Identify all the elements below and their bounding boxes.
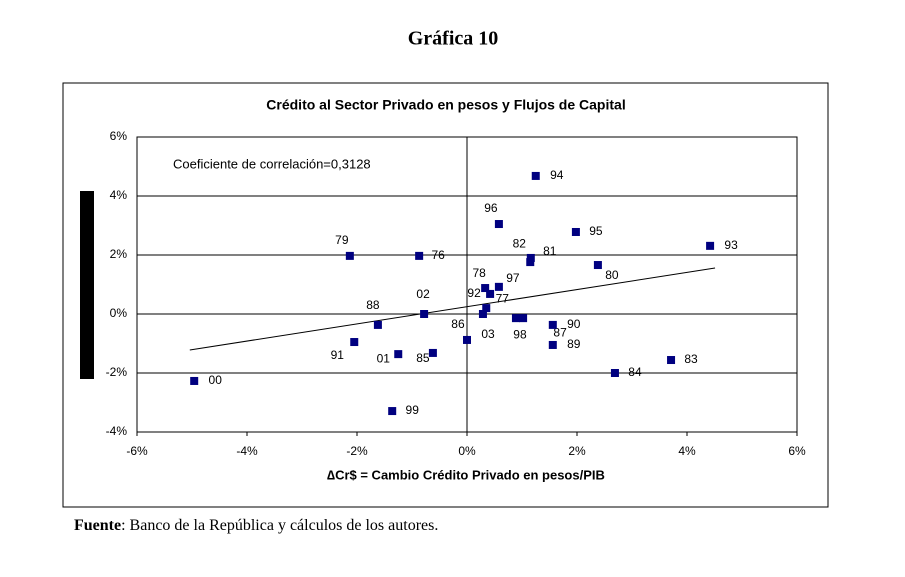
point xyxy=(486,289,495,298)
point xyxy=(190,376,199,385)
x-tick-label: 0% xyxy=(458,444,476,458)
point xyxy=(394,350,403,359)
point-label: 82 xyxy=(513,236,527,250)
point-label: 97 xyxy=(506,271,520,285)
chart-frame xyxy=(62,82,829,508)
point xyxy=(463,335,471,344)
point xyxy=(519,314,528,323)
point xyxy=(706,241,715,250)
point-label: 92 xyxy=(467,286,481,300)
y-tick-label: -2% xyxy=(106,365,128,379)
point xyxy=(481,284,490,293)
point-label: 01 xyxy=(377,351,391,365)
point-label: 88 xyxy=(366,298,380,312)
x-tick-label: -6% xyxy=(126,444,148,458)
point xyxy=(350,338,359,347)
x-tick-label: 4% xyxy=(678,444,696,458)
y-tick-label: 2% xyxy=(110,247,128,261)
point-label: 94 xyxy=(550,168,564,182)
source: Fuente: Banco de la República y cálculos… xyxy=(74,517,438,534)
point xyxy=(667,356,676,365)
source-text: : Banco de la República y cálculos de lo… xyxy=(121,517,438,534)
point-label: 95 xyxy=(589,224,603,238)
point-label: 98 xyxy=(513,327,527,341)
side-bar xyxy=(80,191,94,379)
point-label: 79 xyxy=(335,233,349,247)
point xyxy=(610,369,619,377)
chart-title: Crédito al Sector Privado en pesos y Flu… xyxy=(266,97,625,113)
figure-title: Gráfica 10 xyxy=(408,28,499,50)
annotation: Coeficiente de correlación=0,3128 xyxy=(173,156,371,171)
point xyxy=(511,314,520,323)
y-tick-label: -4% xyxy=(106,424,128,438)
point-label: 89 xyxy=(567,337,581,351)
point-label: 86 xyxy=(451,317,465,331)
point-label: 77 xyxy=(496,291,510,305)
point-label: 02 xyxy=(416,287,430,301)
point-label: 96 xyxy=(484,201,498,215)
point-label: 99 xyxy=(406,403,420,417)
point xyxy=(345,251,354,260)
point xyxy=(593,261,602,270)
plot: -4% -2% 0% 2% 4% 6% -6% -4% -2% 0% 2% 4% 6% 00 79 76 88 9… xyxy=(106,129,806,458)
point xyxy=(388,407,397,416)
x-tick-label: -2% xyxy=(346,444,368,458)
point-label: 03 xyxy=(481,327,495,341)
point-label: 91 xyxy=(331,348,345,362)
x-tick-label: 6% xyxy=(788,444,806,458)
y-tick-label: 0% xyxy=(110,306,128,320)
point-label: 84 xyxy=(628,365,642,379)
point-label: 80 xyxy=(605,268,619,282)
point xyxy=(548,340,557,349)
y-tick-label: 4% xyxy=(110,188,128,202)
point xyxy=(415,251,424,260)
point-label: 87 xyxy=(553,325,567,339)
point-label: 00 xyxy=(209,373,223,387)
point xyxy=(494,282,503,291)
point xyxy=(548,320,557,329)
point xyxy=(531,171,540,180)
trendline xyxy=(189,267,716,351)
point-label: 81 xyxy=(543,244,557,258)
point xyxy=(494,220,503,229)
point xyxy=(482,304,491,313)
point xyxy=(373,320,382,329)
x-tick-label: -4% xyxy=(236,444,258,458)
point xyxy=(526,253,535,262)
y-tick-label: 6% xyxy=(110,129,128,143)
point xyxy=(420,310,429,318)
point-label: 85 xyxy=(416,351,430,365)
point xyxy=(478,310,487,318)
point-label: 78 xyxy=(472,266,486,280)
x-tick-label: 2% xyxy=(568,444,586,458)
point xyxy=(526,258,535,267)
point-label: 83 xyxy=(684,352,698,366)
point-label: 76 xyxy=(431,248,445,262)
point xyxy=(428,348,437,357)
point-label: 93 xyxy=(724,238,738,252)
source-label: Fuente xyxy=(74,517,121,534)
point xyxy=(571,227,580,236)
x-axis-title: ∆Cr$ = Cambio Crédito Privado en pesos/P… xyxy=(327,467,605,482)
point-label: 90 xyxy=(567,317,581,331)
